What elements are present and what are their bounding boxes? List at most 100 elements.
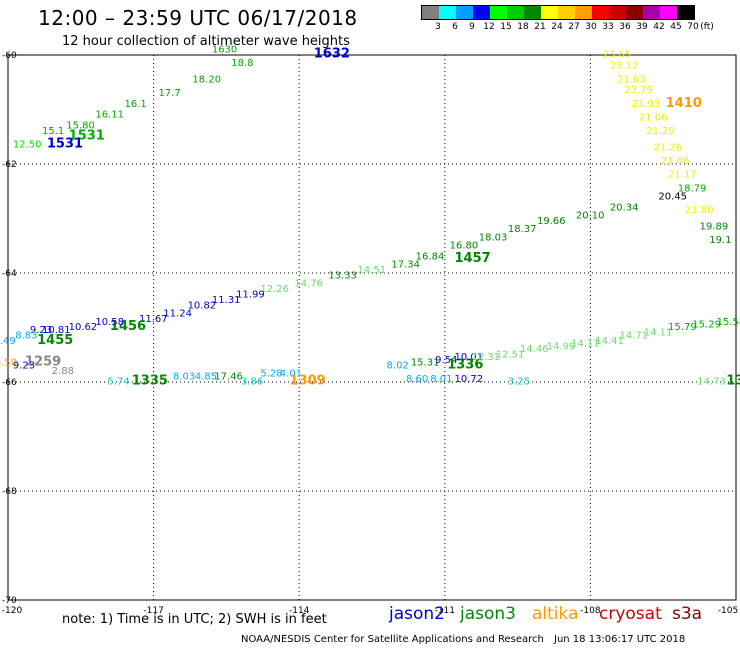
note-text: note: 1) Time is in UTC; 2) SWH is in fe… — [62, 612, 327, 627]
lat-label: -66 — [2, 378, 17, 388]
wave-height-value: 12.26 — [260, 284, 289, 295]
wave-height-value: 12.50 — [13, 140, 42, 151]
wave-height-value: 14.99 — [547, 341, 576, 352]
lon-label: -111 — [435, 606, 455, 616]
scale-cell — [592, 6, 609, 19]
scale-cell — [677, 6, 694, 19]
timestamp: Jun 18 13:06:17 UTC 2018 — [554, 634, 686, 645]
legend-jason2: jason2 — [389, 604, 445, 624]
wave-height-value: 20.34 — [610, 202, 639, 213]
wave-height-value: 14.46 — [520, 344, 549, 355]
time-label: 1632 — [314, 47, 350, 62]
wave-height-value: 14.11 — [644, 328, 673, 339]
wave-height-value: 5.74 — [107, 377, 129, 388]
wave-height-value: 19.1 — [709, 235, 731, 246]
wave-height-value: 10.01 — [455, 352, 484, 363]
legend-cryosat: cryosat — [599, 604, 662, 624]
scale-cell — [643, 6, 660, 19]
scale-tick: 9 — [469, 22, 475, 32]
map-subtitle: 12 hour collection of altimeter wave hei… — [62, 34, 350, 49]
wave-height-value: 15.29 — [692, 320, 721, 331]
legend-s3a: s3a — [672, 604, 703, 624]
lat-label: -62 — [2, 160, 17, 170]
wave-height-value: 20.10 — [576, 211, 605, 222]
wave-height-value: 18.8 — [231, 58, 253, 69]
scale-unit: (ft) — [700, 22, 714, 32]
wave-height-value: 21.63 — [617, 74, 646, 85]
wave-height-value: 14.76 — [294, 279, 323, 290]
wave-height-value: 21.93 — [632, 99, 661, 110]
wave-height-value: 12.51 — [496, 349, 525, 360]
scale-cell — [575, 6, 592, 19]
time-label: 1335 — [132, 374, 168, 389]
scale-cell — [490, 6, 507, 19]
lon-label: -114 — [289, 606, 310, 616]
wave-height-value: 16.84 — [416, 251, 445, 262]
wave-height-value: 2.88 — [52, 366, 74, 377]
wave-height-value: 15.1 — [42, 126, 64, 137]
wave-height-value: 23.65 — [603, 50, 632, 61]
map-title: 12:00 – 23:59 UTC 06/17/2018 — [38, 6, 358, 30]
wave-height-value: 10.72 — [455, 374, 484, 385]
time-label: 1457 — [455, 251, 491, 266]
wave-height-value: 21.26 — [653, 142, 682, 153]
scale-cell — [558, 6, 575, 19]
wave-height-value: 23.79 — [624, 85, 653, 96]
wave-height-value: 24.50 — [0, 358, 17, 369]
scale-cell — [473, 6, 490, 19]
scale-tick: 3 — [435, 22, 441, 32]
wave-height-value: 13.33 — [328, 270, 357, 281]
wave-height-value: 8.60 — [406, 374, 428, 385]
wave-height-value: 14.51 — [357, 265, 386, 276]
wave-height-value: 3.25 — [508, 377, 530, 388]
wave-height-value: 15.58 — [717, 317, 740, 328]
scale-tick: 12 — [483, 22, 495, 32]
wave-height-value: 17.7 — [158, 88, 180, 99]
scale-tick: 33 — [602, 22, 614, 32]
wave-height-value: 11.24 — [163, 309, 192, 320]
wave-height-value: 18.03 — [479, 232, 508, 243]
wave-height-value: 9.23 — [13, 360, 35, 371]
wave-height-value: 8.83 — [15, 330, 37, 341]
scale-cell — [609, 6, 626, 19]
wave-height-value: 3.86 — [241, 377, 263, 388]
wave-height-value: 21.80 — [685, 205, 714, 216]
scale-tick: 39 — [636, 22, 648, 32]
scale-cell — [626, 6, 643, 19]
color-scale: 3 6 9 12 15 18 21 24 27 30 33 36 39 42 45 70 (ft) — [421, 5, 714, 34]
scale-tick: 24 — [551, 22, 563, 32]
wave-height-value: 21.06 — [639, 112, 668, 123]
wave-height-value: 19.89 — [700, 221, 729, 232]
legend-altika: altika — [532, 604, 579, 624]
wave-height-value: 9.54 — [435, 355, 457, 366]
wave-height-value: 15.79 — [668, 322, 697, 333]
scale-tick: 18 — [517, 22, 529, 32]
map-frame — [7, 54, 737, 601]
wave-height-value: 8.03 — [173, 371, 195, 382]
lon-label: -117 — [143, 606, 163, 616]
wave-height-value: 17.34 — [391, 260, 420, 271]
time-label: 1531 — [47, 137, 83, 152]
time-label: 1410 — [666, 96, 702, 111]
scale-cell — [507, 6, 524, 19]
scale-tick: 70 — [687, 22, 699, 32]
time-label: 13 — [726, 374, 740, 389]
wave-height-value: 17.46 — [214, 371, 243, 382]
wave-height-value: 16.1 — [124, 99, 146, 110]
wave-height-value: 12.31 — [471, 352, 500, 363]
scale-tick: 45 — [670, 22, 682, 32]
wave-height-value: 11.99 — [236, 290, 265, 301]
wave-height-value: 8.49 — [0, 336, 16, 347]
wave-height-value: 11.67 — [139, 314, 168, 325]
wave-height-value: 16.80 — [450, 240, 479, 251]
credit-line: NOAA/NESDIS Center for Satellite Applica… — [241, 634, 544, 645]
wave-height-value: 18.79 — [678, 183, 707, 194]
wave-height-value: 11.31 — [212, 295, 241, 306]
wave-height-value: 18.20 — [192, 74, 221, 85]
wave-height-value: 15.31 — [411, 358, 440, 369]
wave-height-value: 14.71 — [620, 330, 649, 341]
wave-height-value: 8.02 — [387, 360, 409, 371]
scale-tick: 6 — [452, 22, 458, 32]
time-label: 1309 — [289, 374, 325, 389]
